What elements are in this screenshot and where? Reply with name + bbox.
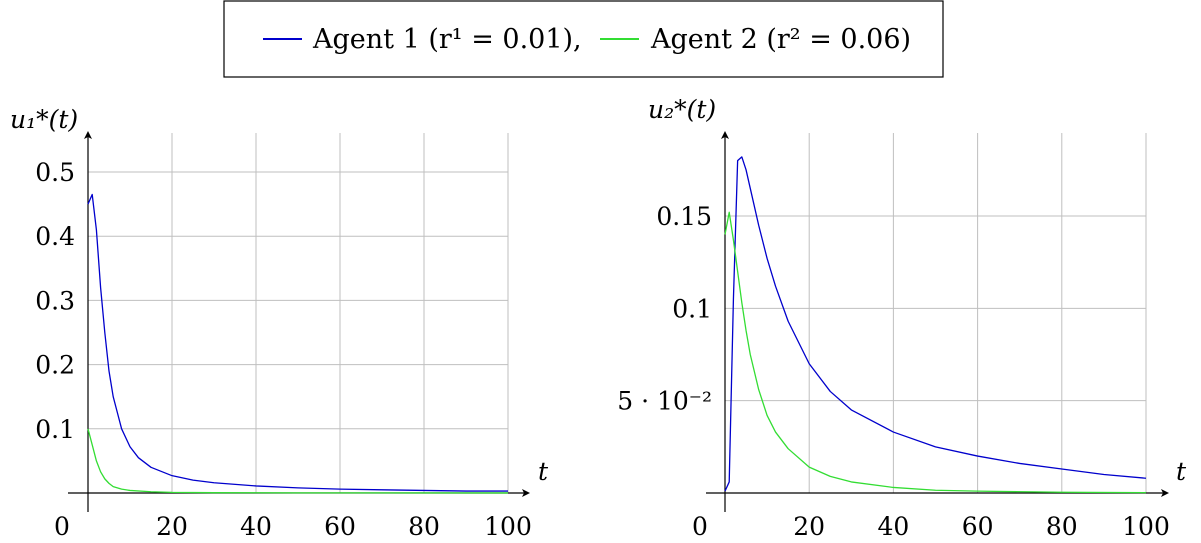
x-tick-label-u2-40: 40 bbox=[877, 512, 909, 541]
x-tick-label-u2-100: 100 bbox=[1122, 512, 1170, 541]
y-axis-title-u1: u₁*(t) bbox=[10, 105, 78, 134]
y-axis-title-u2: u₂*(t) bbox=[648, 95, 716, 124]
series-u1 bbox=[87, 193, 509, 494]
x-tick-label-u1-20: 20 bbox=[156, 512, 188, 541]
grid-u2 bbox=[725, 133, 1147, 493]
x-tick-label-u1-60: 60 bbox=[324, 512, 356, 541]
x-axis-title-u1: t bbox=[538, 457, 549, 486]
y-axis-arrow-u2 bbox=[721, 131, 729, 139]
axes-u2 bbox=[706, 131, 1169, 512]
legend: Agent 1 (r¹ = 0.01), Agent 2 (r² = 0.06) bbox=[223, 0, 944, 78]
x-axis-title-u2: t bbox=[1176, 457, 1187, 486]
series-line-u2-agent1 bbox=[724, 156, 1147, 492]
series-line-u1-agent1 bbox=[87, 193, 508, 492]
legend-label-agent2: Agent 2 (r² = 0.06) bbox=[650, 24, 911, 55]
y-tick-label-u1-2: 0.3 bbox=[35, 286, 75, 315]
x-tick-label-u2-20: 20 bbox=[793, 512, 825, 541]
axes-u1 bbox=[68, 131, 530, 512]
legend-box bbox=[223, 0, 944, 78]
chart-u1: 20 40 60 80 100 0 0.1 0.2 0.3 0.4 0.5 u₁*(t) t bbox=[10, 105, 549, 541]
tick-labels-u1: 20 40 60 80 100 0 0.1 0.2 0.3 0.4 0.5 u₁*(t) t bbox=[10, 105, 549, 541]
x-axis-arrow-u2 bbox=[1161, 489, 1169, 497]
y-tick-label-u1-4: 0.5 bbox=[35, 158, 75, 187]
y-tick-label-u1-3: 0.4 bbox=[35, 222, 75, 251]
x-tick-label-u1-40: 40 bbox=[240, 512, 272, 541]
x-tick-label-u1-100: 100 bbox=[484, 512, 532, 541]
x-tick-label-u2-80: 80 bbox=[1046, 512, 1078, 541]
chart-u2: 20 40 60 80 100 0 5 · 10⁻² 0.1 0.15 u₂*(t) t bbox=[617, 95, 1187, 541]
tick-labels-u2: 20 40 60 80 100 0 5 · 10⁻² 0.1 0.15 u₂*(t) t bbox=[617, 95, 1187, 541]
x-axis-arrow-u1 bbox=[522, 489, 530, 497]
origin-label-u2: 0 bbox=[692, 512, 708, 541]
y-axis-arrow-u1 bbox=[84, 131, 92, 139]
legend-label-agent1: Agent 1 (r¹ = 0.01), bbox=[312, 24, 582, 55]
x-tick-label-u2-60: 60 bbox=[962, 512, 994, 541]
y-tick-label-u1-1: 0.2 bbox=[35, 351, 75, 380]
series-line-u1-agent2 bbox=[87, 428, 509, 494]
series-line-u2-agent2 bbox=[724, 211, 1147, 494]
y-tick-label-u2-1: 0.1 bbox=[672, 294, 712, 323]
y-tick-label-u1-0: 0.1 bbox=[35, 415, 75, 444]
y-tick-label-u2-0: 5 · 10⁻² bbox=[617, 387, 712, 416]
y-tick-label-u2-2: 0.15 bbox=[656, 202, 712, 231]
grid-u1 bbox=[88, 133, 509, 493]
origin-label-u1: 0 bbox=[54, 512, 70, 541]
x-tick-label-u1-80: 80 bbox=[408, 512, 440, 541]
series-u2 bbox=[724, 156, 1147, 494]
